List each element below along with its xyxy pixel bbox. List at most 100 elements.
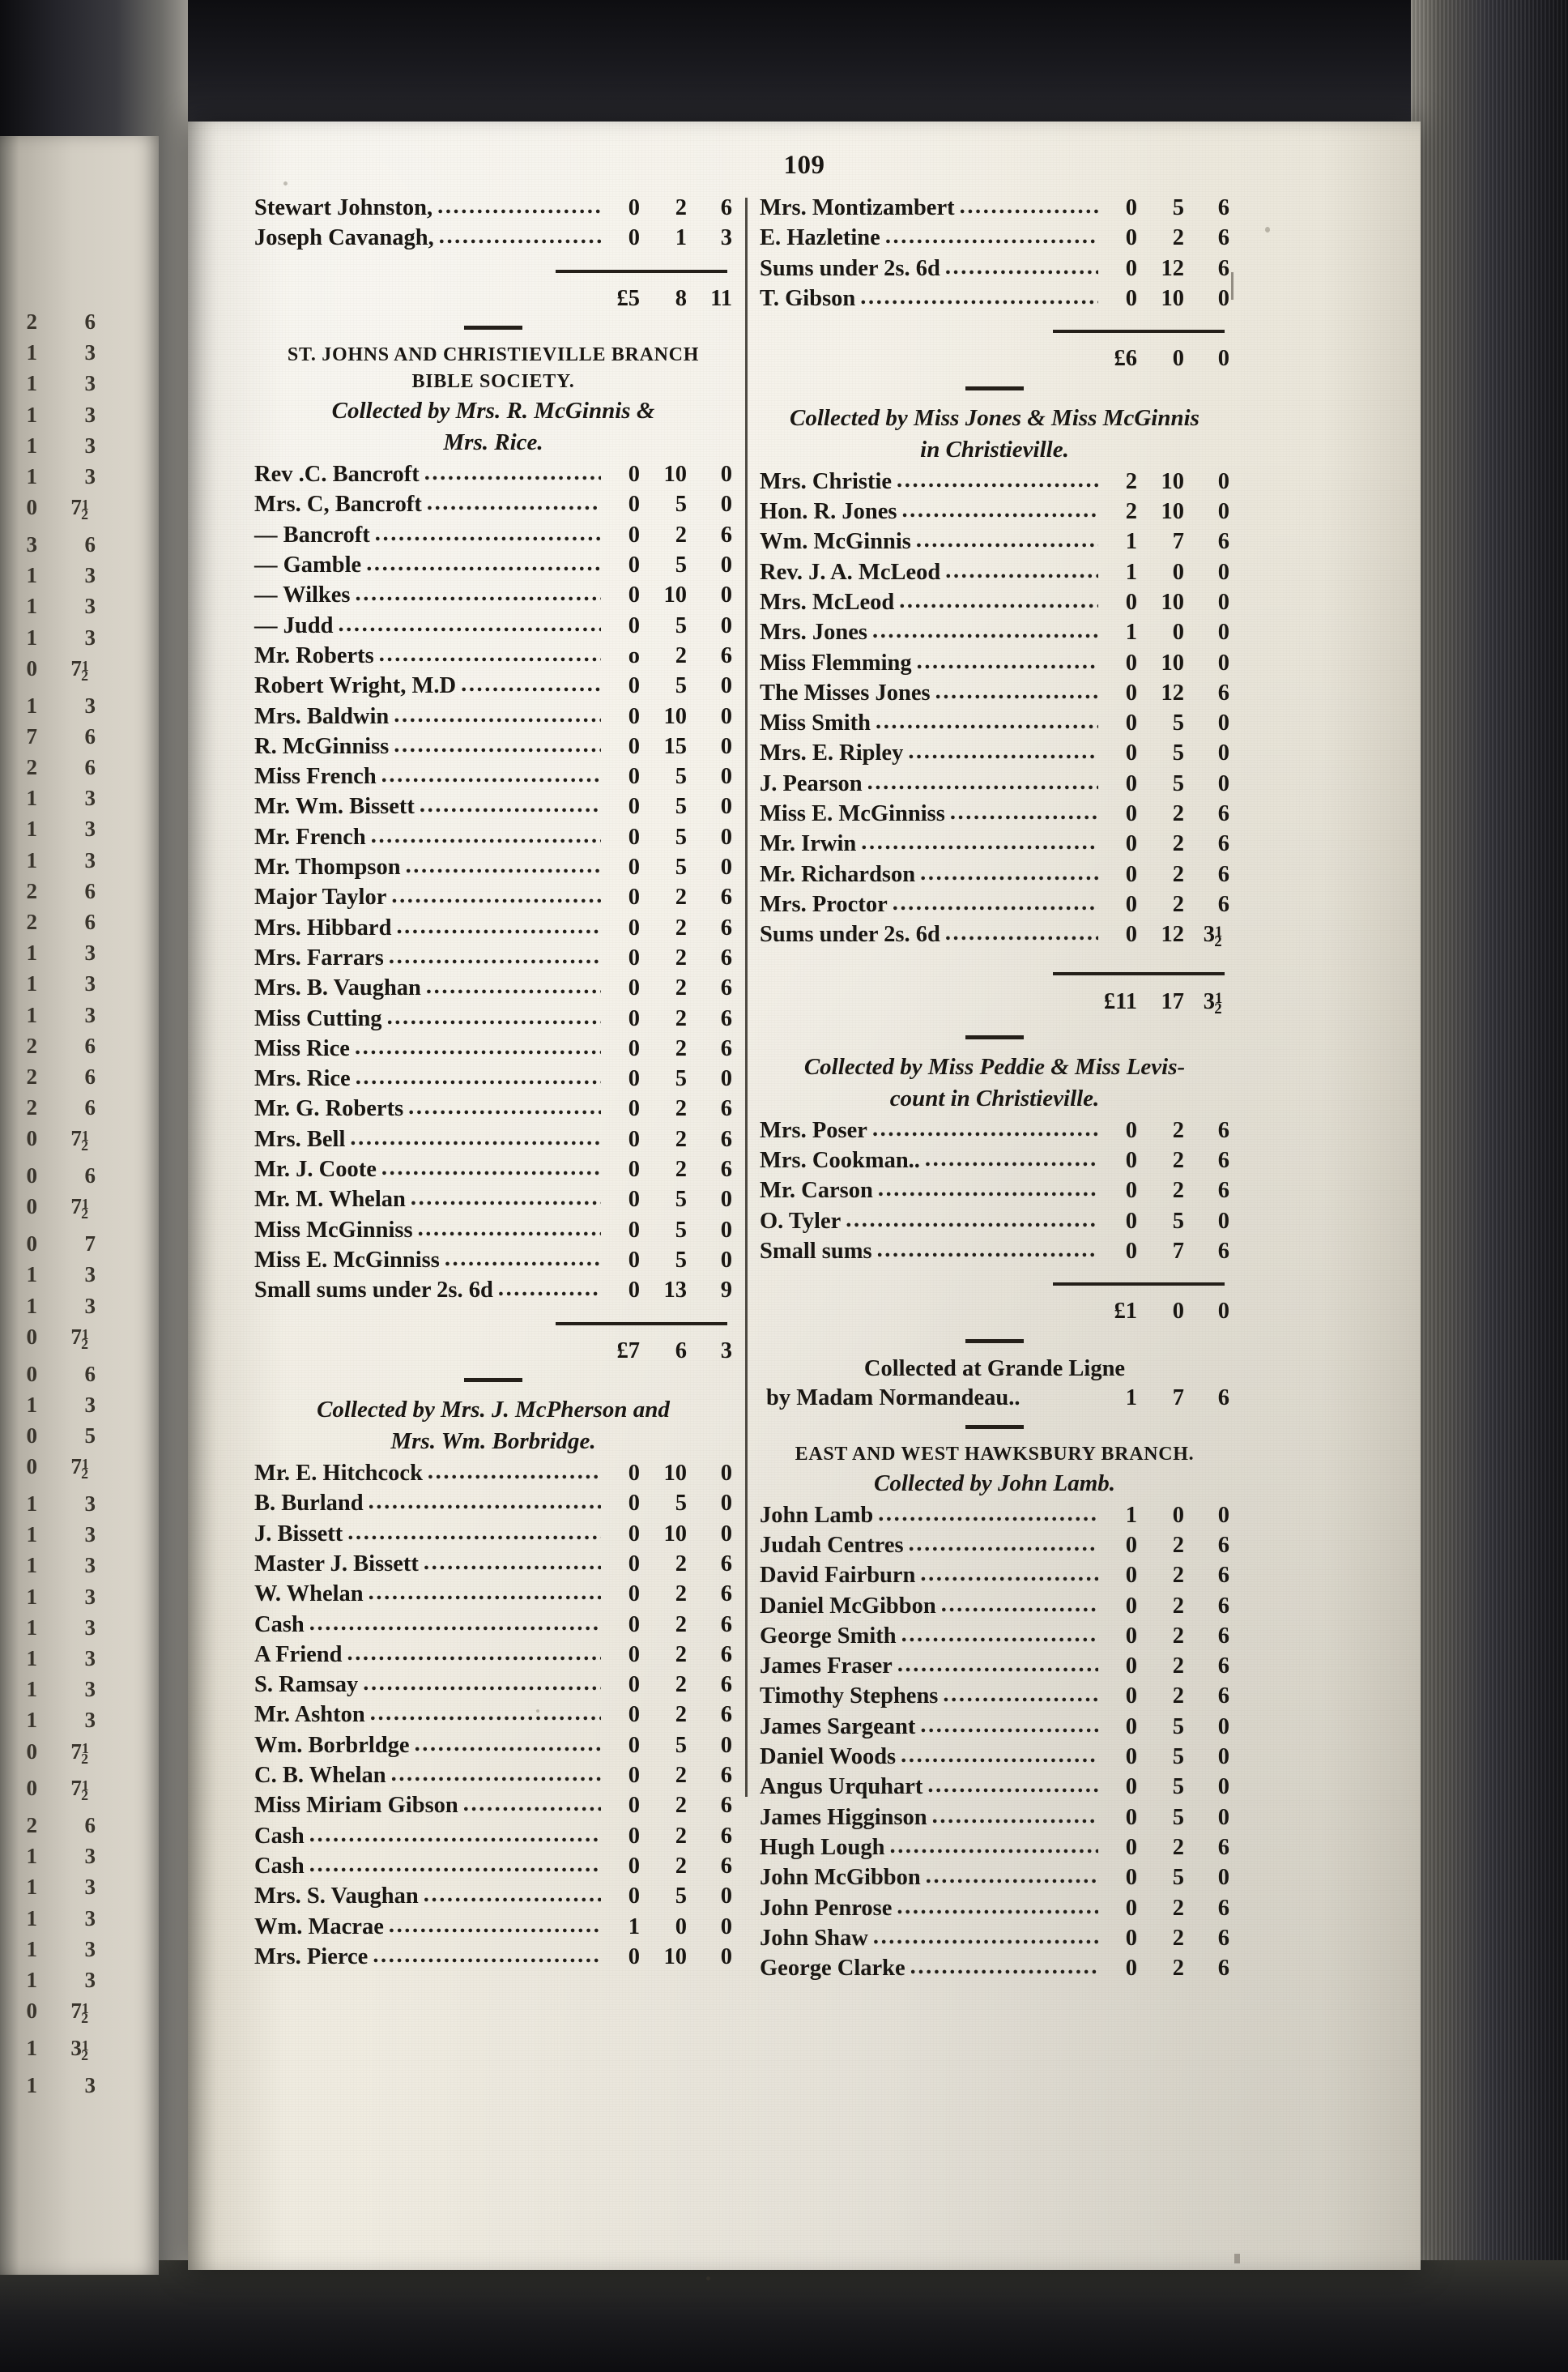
collector-heading-line2: count in Christieville.: [889, 1085, 1100, 1111]
amount-shillings: 2: [675, 1126, 687, 1152]
amount-shillings: 7: [1172, 1384, 1184, 1410]
amount-pence: 0: [720, 733, 732, 759]
leader-dots: [889, 1831, 1098, 1861]
leader-dots: [424, 1547, 601, 1577]
leader-dots: [878, 1499, 1098, 1529]
leader-dots: [356, 1062, 601, 1092]
facing-shillings: 2: [26, 878, 38, 903]
total-shillings: 6: [675, 1337, 687, 1363]
subscriber-name: Stewart Johnston,: [254, 195, 433, 220]
facing-shillings: 0: [26, 1126, 38, 1151]
amount-shillings: 2: [675, 915, 687, 941]
subscription-row: Mrs. Baldwin 0 10 0: [254, 702, 732, 732]
subscription-row: — Wilkes 0 10 0: [254, 580, 732, 610]
facing-pence: 712: [70, 1126, 89, 1154]
amount-pounds: 0: [628, 1884, 640, 1909]
leader-dots: [370, 1698, 601, 1728]
amount-pence: 6: [1217, 801, 1229, 827]
leader-dots: [917, 646, 1098, 676]
amount-shillings: 2: [675, 522, 687, 548]
facing-shillings: 2: [26, 1064, 38, 1089]
facing-shillings: 1: [26, 1905, 38, 1930]
amount-shillings: 5: [1172, 195, 1184, 220]
amount-pounds: 0: [1125, 1623, 1137, 1649]
facing-pence: 3: [84, 1392, 96, 1417]
stray-ink-mark: [1234, 2254, 1240, 2263]
subscriber-name: George Smith: [760, 1623, 897, 1649]
subscription-row: Mrs. Bell 0 2 6: [254, 1124, 732, 1154]
subscription-row: Miss McGinniss 0 5 0: [254, 1215, 732, 1245]
collector-heading-line2: Mrs. Rice.: [443, 429, 543, 456]
amount-pounds: 0: [628, 1461, 640, 1487]
amount-pence: 0: [720, 855, 732, 881]
leader-dots: [369, 1577, 601, 1607]
leader-dots: [945, 918, 1098, 948]
subscriber-name: Miss McGinniss: [254, 1217, 413, 1243]
right-continued-entries: Mrs. Montizambert056E. Hazletine026Sums …: [760, 193, 1229, 314]
leader-dots: [418, 1214, 601, 1244]
facing-page-row: 0 712: [0, 1321, 159, 1359]
amount-shillings: 2: [1172, 1117, 1184, 1143]
subscriber-name: Miss French: [254, 764, 377, 790]
amount-pence: 0: [720, 1732, 732, 1758]
branch-heading-line2: Bible Society.: [411, 371, 575, 393]
amount-shillings: 10: [663, 462, 688, 488]
amount-shillings: 2: [1172, 1147, 1184, 1173]
amount-shillings: 5: [675, 552, 687, 578]
amount-pence: 6: [720, 1763, 732, 1789]
subscriber-name: Mr. Richardson: [760, 861, 916, 887]
amount-shillings: 2: [675, 1702, 687, 1728]
scan-border-top: [0, 0, 1568, 136]
leader-dots: [437, 191, 601, 221]
facing-shillings: 2: [26, 754, 38, 779]
subscriber-name: B. Burland: [254, 1491, 364, 1517]
amount-pence: 0: [720, 1521, 732, 1546]
amount-pence: 0: [720, 582, 732, 608]
subscription-row: Mr. Wm. Bissett 0 5 0: [254, 791, 732, 821]
subscriber-name: O. Tyler: [760, 1208, 842, 1234]
amount-pounds: 0: [628, 1187, 640, 1213]
leader-dots: [309, 1820, 601, 1849]
facing-pence: 3: [84, 1491, 96, 1516]
facing-shillings: 0: [26, 1361, 38, 1386]
left-continued-entries: Stewart Johnston, 0 2 6 Joseph Cavanagh, 0 1 3: [254, 193, 732, 254]
amount-shillings: 7: [1172, 529, 1184, 555]
amount-pounds: 0: [628, 582, 640, 608]
amount-pounds: 0: [1125, 1774, 1137, 1800]
total-pence: 0: [1217, 346, 1229, 372]
amount-pence: 6: [1217, 1623, 1229, 1649]
amount-shillings: 2: [675, 1005, 687, 1031]
amount-shillings: 5: [675, 1217, 687, 1243]
amount-pounds: 0: [628, 195, 640, 220]
right-section1-entries: Mrs. Christie2100Hon. R. Jones2100Wm. Mc…: [760, 467, 1229, 957]
amount-pounds: 0: [628, 975, 640, 1001]
amount-pounds: 0: [628, 733, 640, 759]
amount-pence: 0: [720, 794, 732, 820]
facing-page-sliver: 2 6 1 3 1 3 1 3 1 3 1 3 0 712 3 6 1 3 1 3 1 3 0 712 1 3 7 6 2 6 1 3 1 3 1 3…: [0, 136, 159, 2275]
facing-shillings: 1: [26, 1615, 38, 1640]
amount-pence: 6: [720, 975, 732, 1001]
facing-shillings: 0: [26, 655, 38, 680]
amount-pounds: 0: [628, 1521, 640, 1546]
leader-dots: [427, 488, 601, 518]
amount-shillings: 5: [1172, 1804, 1184, 1830]
subscription-row: Mrs. McLeod 0 10 0: [760, 587, 1229, 617]
facing-page-row: 0 712: [0, 1191, 159, 1228]
subscription-row: Wm. Borbrldge 0 5 0: [254, 1730, 732, 1760]
amount-pounds: 0: [1125, 589, 1137, 615]
amount-shillings: 5: [1172, 1865, 1184, 1891]
amount-shillings: 10: [1161, 589, 1185, 615]
leader-dots: [867, 767, 1098, 797]
facing-shillings: 7: [26, 723, 38, 749]
subscription-row: Miss Rice 0 2 6: [254, 1034, 732, 1064]
amount-pounds: 0: [628, 673, 640, 699]
subscriber-name: Small sums under 2s. 6d: [254, 1278, 493, 1303]
facing-pence: 3: [84, 371, 96, 396]
amount-pounds: 0: [1125, 1533, 1137, 1558]
